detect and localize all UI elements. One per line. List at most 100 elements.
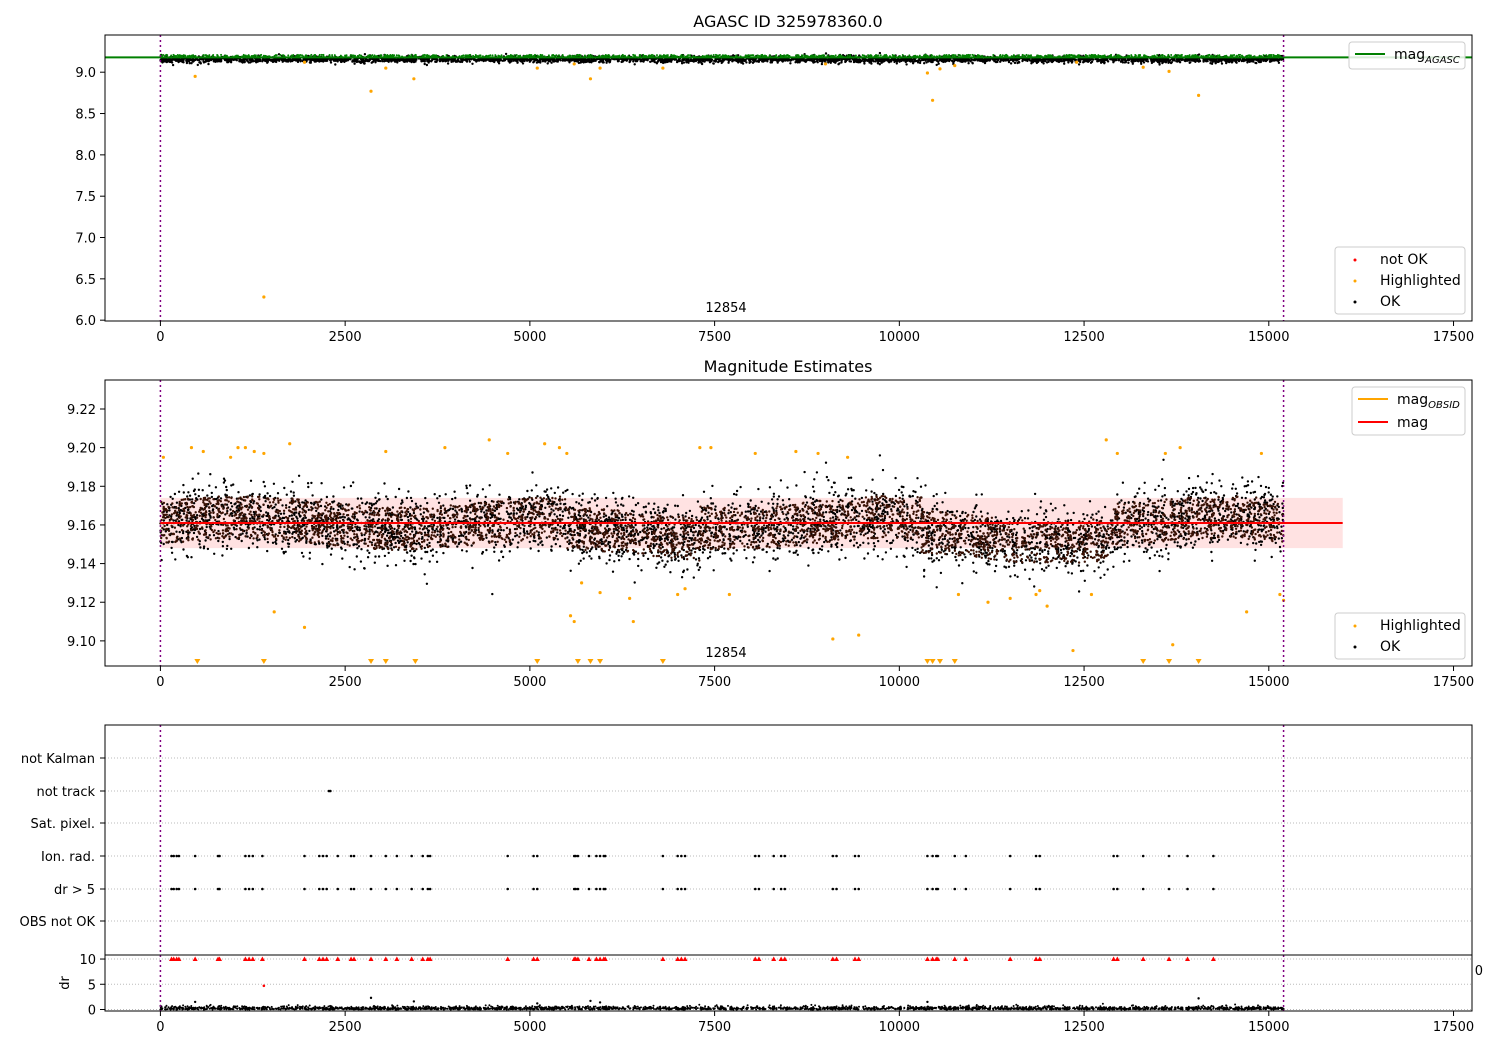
flag-point [1141,854,1145,858]
flag-point [574,887,577,891]
highlighted-point [846,455,850,459]
flag-point [661,887,665,891]
flag-point [576,854,580,858]
flag-point [352,854,356,858]
capped-dr-marker [302,956,308,962]
dr-outlier-point [412,1000,416,1003]
highlighted-point [580,581,584,585]
flag-point [931,887,934,891]
highlighted-point [816,451,820,456]
lower-limit-marker [659,659,666,664]
highlighted-point [568,614,573,618]
capped-dr-marker [575,956,581,962]
highlighted-point [543,442,547,446]
capped-dr-marker [394,956,400,962]
highlighted-point [1278,592,1282,597]
flag-point [428,854,432,858]
capped-dr-marker [752,956,758,962]
capped-dr-marker [335,956,341,962]
ok-points [159,51,1285,67]
flag-point [936,854,940,858]
capped-dr-marker [259,956,265,962]
flag-point [603,887,607,891]
flag-point [757,854,761,858]
capped-dr-marker [320,956,326,962]
x-tick-label: 15000 [1248,1020,1289,1035]
flag-point [395,854,399,858]
x-tick-label: 2500 [329,330,362,345]
dr-outlier-point [926,1000,929,1004]
flag-point [369,887,373,891]
flag-point [595,854,598,858]
flag-point [779,887,783,891]
y-tick-label: 9.18 [67,480,96,495]
capped-dr-marker [834,956,840,962]
highlighted-point [1034,592,1038,597]
flag-point [857,887,860,891]
lower-limit-marker [1195,659,1202,664]
highlighted-point [930,98,935,102]
x-tick-label: 15000 [1248,330,1289,345]
capped-dr-marker [316,956,322,962]
flag-point [835,854,838,858]
panel-title: Magnitude Estimates [704,357,873,376]
capped-dr-marker [682,956,688,962]
annotation-label: 12854 [705,646,746,661]
highlighted-point [262,295,266,299]
y-tick-label: 8.0 [75,149,96,164]
highlighted-point [487,438,491,442]
x-tick-label: 10000 [879,330,920,345]
flag-point [953,887,957,891]
y-tick-label: 9.22 [67,403,96,418]
capped-dr-marker [963,956,969,962]
dr-points [159,1002,1285,1011]
capped-dr-marker [368,956,374,962]
highlighted-point [1008,596,1012,600]
flag-point [532,887,535,891]
dr-outlier-point [1197,997,1200,1000]
lower-limit-marker [587,659,594,664]
flag-point [1034,854,1038,858]
flag-point [247,887,251,891]
magnitude-estimates-panel: Magnitude Estimates 0 2500 5000 7500 10000 12… [67,357,1474,690]
flag-point [261,854,264,858]
lower-limit-marker [936,659,943,664]
flag-point [325,887,328,891]
capped-dr-marker [1185,956,1191,962]
highlighted-point [1167,69,1171,73]
capped-dr-marker [1166,956,1172,962]
flag-point [247,854,251,858]
flag-point [772,854,776,858]
highlighted-point [557,446,562,450]
flag-point [753,887,757,891]
x-tick-label: 12500 [1063,330,1104,345]
y-tick-label: 8.5 [75,108,96,123]
flag-point [931,854,934,858]
flag-point [349,854,353,858]
capped-dr-marker [586,956,592,962]
flag-point [421,854,425,858]
capped-dr-marker [242,956,248,962]
flag-point [661,854,665,858]
highlighted-point [161,455,165,459]
not-ok-point [262,984,266,988]
capped-dr-marker [771,956,777,962]
capped-dr-marker [678,956,684,962]
highlighted-point [252,449,256,454]
cut-tick-label: 0 [1475,964,1483,979]
x-tick-label: 2500 [329,675,362,690]
flag-point [369,854,373,858]
flag-point [193,854,197,858]
flag-point [172,854,176,858]
flag-point [595,887,598,891]
flag-point [317,854,321,858]
flag-point [244,887,247,891]
highlighted-point [953,63,957,68]
highlighted-point [262,451,266,456]
capped-dr-marker [852,956,858,962]
flag-point [321,854,325,858]
dr-outlier-point [589,999,592,1003]
agasc-points [159,53,1282,58]
flag-point [177,887,181,891]
